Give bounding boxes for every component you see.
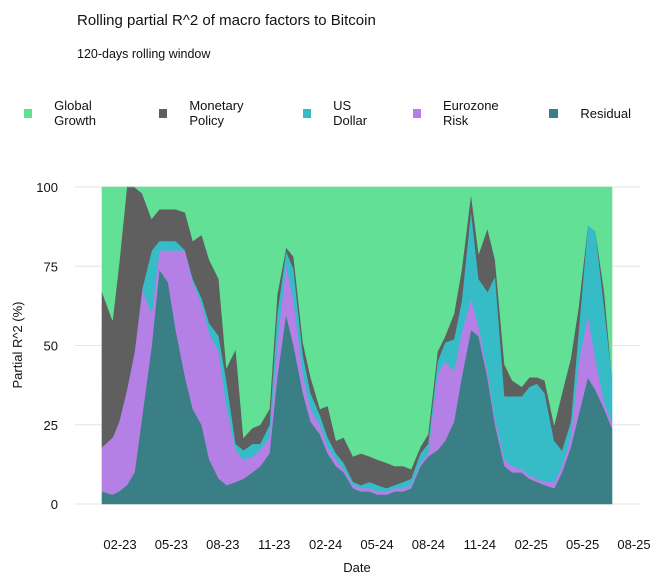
y-axis-ticks: 0 25 50 75 100	[36, 180, 58, 512]
x-axis-label: Date	[343, 560, 370, 575]
x-axis-ticks: 02-23 05-23 08-23 11-23 02-24 05-24 08-24 11-24…	[103, 537, 650, 552]
legend-label: Eurozone Risk	[443, 98, 499, 128]
legend-item-residual: Residual	[549, 106, 631, 121]
y-tick-label: 100	[36, 180, 58, 195]
legend-item-monetary-policy: Monetary Policy	[159, 98, 273, 128]
area-global-growth	[101, 186, 613, 470]
x-tick-label: 11-23	[258, 537, 290, 552]
legend-label: Global Growth	[54, 98, 97, 128]
x-tick-label: 08-25	[617, 537, 650, 552]
x-tick-label: 02-24	[309, 537, 342, 552]
legend-item-eurozone-risk: Eurozone Risk	[412, 98, 520, 128]
y-tick-label: 0	[51, 497, 58, 512]
y-tick-label: 75	[44, 259, 58, 274]
x-tick-label: 08-24	[412, 537, 445, 552]
legend-label: US Dollar	[333, 98, 368, 128]
x-tick-label: 05-25	[566, 537, 599, 552]
legend: Global Growth Monetary Policy US Dollar Eur…	[24, 98, 661, 128]
chart-subtitle: 120-days rolling window	[77, 47, 211, 61]
legend-label: Residual	[580, 105, 631, 121]
legend-swatch	[159, 108, 168, 118]
x-tick-label: 05-23	[155, 537, 188, 552]
legend-item-us-dollar: US Dollar	[303, 98, 383, 128]
legend-swatch	[24, 108, 33, 118]
x-tick-label: 02-23	[103, 537, 136, 552]
x-tick-label: 08-23	[206, 537, 239, 552]
y-axis-label: Partial R^2 (%)	[10, 301, 25, 388]
legend-swatch	[549, 108, 559, 118]
y-tick-label: 50	[44, 339, 58, 354]
legend-item-global-growth: Global Growth	[24, 98, 129, 128]
legend-swatch	[303, 108, 312, 118]
y-tick-label: 25	[44, 418, 58, 433]
legend-label: Monetary Policy	[189, 98, 244, 128]
chart-title: Rolling partial R^2 of macro factors to …	[77, 12, 376, 29]
x-tick-label: 11-24	[464, 537, 496, 552]
area-series	[101, 186, 613, 505]
x-tick-label: 05-24	[360, 537, 393, 552]
legend-swatch	[412, 108, 422, 118]
x-tick-label: 02-25	[515, 537, 548, 552]
